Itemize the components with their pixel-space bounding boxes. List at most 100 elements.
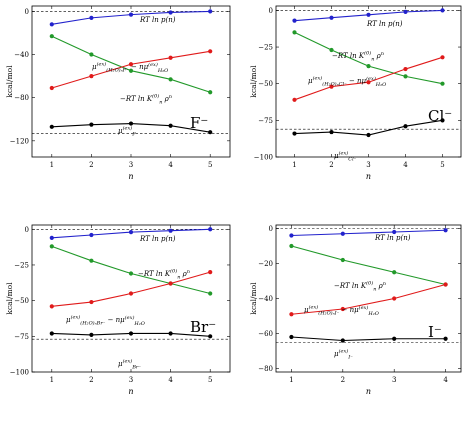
- data-point: [89, 74, 94, 79]
- data-point: [440, 8, 445, 13]
- data-point: [329, 84, 334, 89]
- panel-I: 1 2 3 4 0 −20 −40 −60 −80 n kcal/mol RT ln p(n) −RT …: [249, 224, 462, 396]
- data-point: [403, 9, 408, 14]
- data-point: [168, 77, 173, 82]
- data-point: [208, 49, 213, 54]
- data-point: [128, 291, 134, 296]
- data-point: [289, 233, 294, 238]
- series-line-2: [291, 283, 446, 315]
- data-point: [289, 312, 294, 317]
- data-point: [366, 132, 371, 138]
- data-point: [49, 34, 54, 39]
- label-rt-ln-p: RT ln p(n): [366, 20, 403, 28]
- y-tick-label: −50: [14, 297, 29, 305]
- x-axis-label: n: [128, 387, 133, 396]
- data-point: [49, 22, 54, 27]
- label-ion-excess: μ(ex)I⁻: [334, 348, 353, 361]
- x-tick-label: 3: [129, 161, 133, 169]
- data-point: [128, 62, 134, 67]
- data-point: [208, 90, 213, 95]
- series-line-3: [294, 119, 443, 136]
- x-axis-label: n: [366, 172, 371, 181]
- x-tick-label: 1: [50, 161, 54, 169]
- data-point: [440, 118, 445, 123]
- data-point: [403, 66, 408, 72]
- x-tick-label: 5: [208, 376, 212, 384]
- data-point: [340, 306, 345, 312]
- x-tick-label: 4: [403, 161, 408, 169]
- data-point: [208, 269, 213, 275]
- data-point: [168, 55, 173, 60]
- label-minus-rt-ln-k: −RT ln K(0)n ρn: [332, 50, 384, 63]
- data-point: [366, 80, 371, 85]
- y-tick-label: 0: [25, 8, 29, 16]
- y-tick-label: −80: [14, 94, 29, 102]
- label-minus-rt-ln-k: −RT ln K(0)n ρn: [138, 268, 190, 281]
- data-point: [208, 9, 213, 14]
- y-tick-label: −75: [258, 117, 273, 125]
- data-point: [89, 258, 94, 263]
- data-point: [168, 281, 173, 286]
- label-ion-excess: μ(ex)Br⁻: [118, 358, 141, 371]
- data-point: [49, 304, 54, 309]
- ion-label: Cl⁻: [428, 107, 452, 125]
- data-point: [208, 130, 213, 135]
- x-axis-label: n: [366, 387, 371, 396]
- data-point: [49, 331, 54, 336]
- y-axis-label: kcal/mol: [249, 282, 258, 315]
- panel-Cl: 1 2 3 4 5 0 −25 −50 −75 −100 n kcal/mol RT ln p(n) −R…: [249, 5, 462, 181]
- data-point: [292, 30, 297, 35]
- data-point: [329, 47, 334, 53]
- y-tick-label: −25: [14, 261, 29, 269]
- panel-Br: 1 2 3 4 5 0 −25 −50 −75 −100 n kcal/mol RT ln p(n) −R…: [5, 224, 231, 396]
- label-rt-ln-p: RT ln p(n): [139, 16, 176, 24]
- series-line-1: [291, 245, 446, 286]
- ion-label: Br⁻: [190, 318, 216, 336]
- data-point: [289, 334, 294, 340]
- label-cluster-excess: μ(ex)(H₂O)ₙI⁻ − nμ(ex)H₂O: [304, 304, 379, 318]
- data-point: [128, 12, 134, 17]
- y-tick-label: 0: [269, 225, 273, 233]
- data-point: [128, 121, 134, 126]
- label-rt-ln-p: RT ln p(n): [374, 234, 411, 242]
- data-point: [366, 64, 371, 69]
- data-point: [49, 235, 54, 240]
- data-point: [208, 334, 213, 339]
- y-tick-label: −120: [10, 137, 29, 145]
- data-point: [128, 230, 134, 235]
- data-point: [292, 131, 297, 136]
- data-point: [292, 18, 297, 23]
- data-point: [443, 282, 448, 287]
- data-point: [168, 10, 173, 15]
- data-point: [403, 124, 408, 129]
- data-point: [292, 97, 297, 102]
- data-point: [366, 12, 371, 17]
- data-point: [340, 257, 345, 263]
- y-tick-label: −40: [258, 295, 273, 303]
- data-point: [329, 15, 334, 20]
- data-point: [392, 270, 397, 275]
- x-tick-label: 3: [366, 161, 370, 169]
- y-axis-label: kcal/mol: [249, 65, 258, 98]
- panel-F: 1 2 3 4 5 0 −40 −80 −120 n kcal/mol RT ln p(n) −RT l…: [5, 5, 231, 181]
- data-point: [89, 232, 94, 238]
- data-point: [128, 271, 134, 276]
- x-tick-label: 4: [168, 161, 173, 169]
- data-point: [168, 123, 173, 128]
- y-tick-label: 0: [269, 7, 273, 15]
- data-point: [443, 228, 448, 233]
- data-point: [440, 81, 445, 86]
- x-tick-label: 2: [341, 376, 345, 384]
- data-point: [208, 291, 213, 296]
- y-tick-label: −100: [10, 369, 29, 377]
- y-tick-label: −20: [258, 260, 273, 268]
- x-axis-label: n: [128, 172, 133, 181]
- data-point: [49, 124, 54, 129]
- label-rt-ln-p: RT ln p(n): [139, 235, 176, 243]
- x-tick-label: 4: [168, 376, 173, 384]
- y-tick-label: −75: [14, 333, 29, 341]
- data-point: [168, 228, 173, 233]
- plot-frame: [275, 224, 462, 373]
- plot-frame: [31, 224, 231, 373]
